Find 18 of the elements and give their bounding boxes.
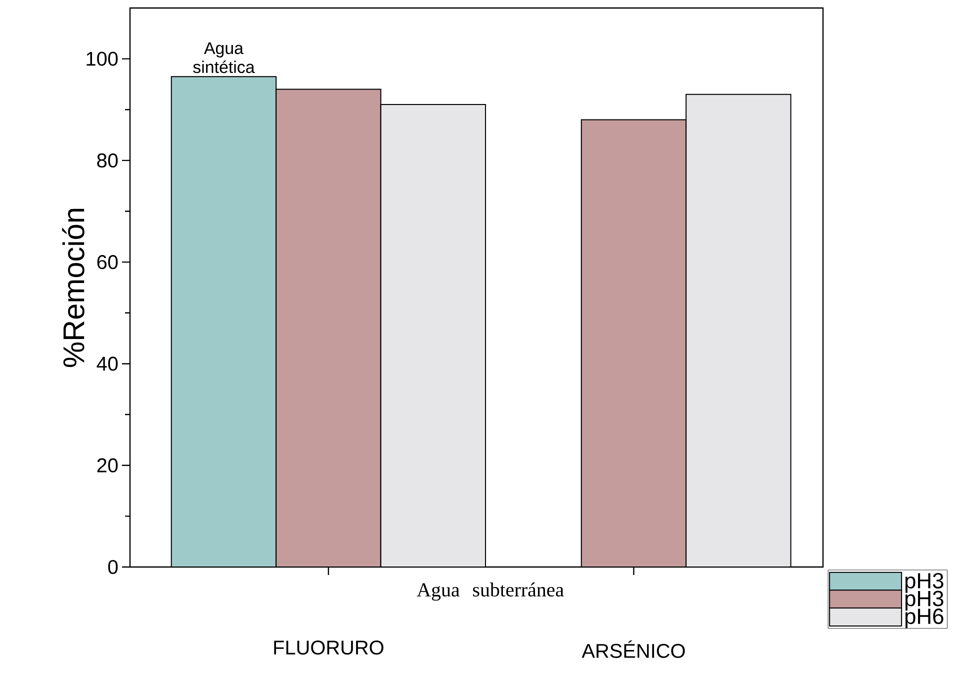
y-tick-label: 20: [97, 458, 118, 472]
bar: [276, 88, 382, 567]
bar: [380, 104, 486, 567]
x-axis-title: Agua subterránea: [416, 582, 564, 601]
x-tick-label: FLUORURO: [274, 640, 384, 655]
y-axis-title: %Remoción: [62, 208, 84, 367]
bar: [686, 94, 792, 567]
y-tick-label: 100: [86, 52, 118, 66]
y-tick-label: 60: [97, 255, 118, 270]
legend-label: pH3: [905, 590, 944, 611]
y-tick-label: 0: [108, 560, 118, 574]
y-tick-label: 80: [97, 153, 118, 168]
annotation: Agua sintética: [193, 42, 255, 74]
bar: [580, 119, 687, 567]
legend-label: pH6: [905, 608, 944, 628]
x-tick-label: ARSÉNICO: [582, 640, 685, 658]
legend-label: pH3: [905, 572, 944, 593]
y-tick-label: 40: [96, 356, 118, 371]
